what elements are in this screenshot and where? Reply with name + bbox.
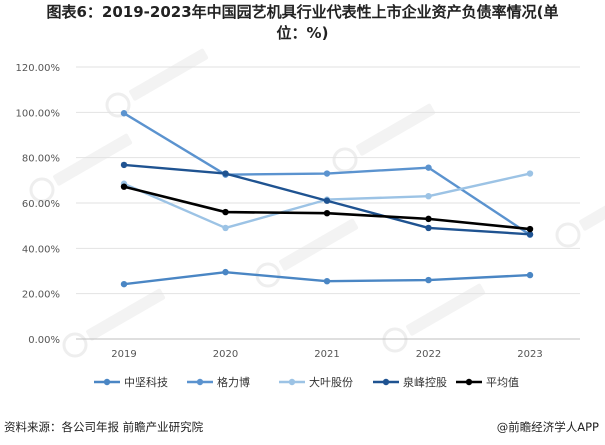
x-tick-label-2021: 2021 <box>314 349 339 360</box>
data-point-1-2021 <box>323 170 331 177</box>
watermark-logo-5 <box>62 332 88 358</box>
data-point-1-2019 <box>120 110 128 117</box>
data-point-4-2021 <box>323 210 331 217</box>
series-line-4 <box>123 185 531 231</box>
data-point-2-2020 <box>222 224 229 232</box>
data-point-3-2020 <box>222 170 229 177</box>
watermark-band-6 <box>406 283 486 336</box>
data-point-1-2022 <box>425 164 432 171</box>
y-tick-label-4: 80.00% <box>22 154 60 165</box>
watermark-band-4 <box>579 178 605 231</box>
watermark-band-2 <box>356 103 436 156</box>
series-lines <box>120 110 534 288</box>
data-point-4-2019 <box>120 183 128 190</box>
watermark-band-0 <box>129 48 209 101</box>
data-point-0-2021 <box>323 278 331 285</box>
watermarks <box>29 48 605 358</box>
y-tick-label-2: 40.00% <box>22 244 60 255</box>
x-axis-tick-labels: 2019 2020 2021 2022 2023 <box>111 349 542 360</box>
x-tick-label-2020: 2020 <box>213 349 238 360</box>
legend-marker-4 <box>465 378 473 386</box>
x-tick-label-2023: 2023 <box>517 349 542 360</box>
chart-title-line-1: 图表6：2019-2023年中国园艺机具行业代表性上市企业资产负债率情况(单 <box>46 3 559 21</box>
y-tick-label-6: 120.00% <box>16 63 61 74</box>
legend-label-2: 大叶股份 <box>309 375 353 389</box>
data-point-3-2022 <box>425 224 432 232</box>
watermark-logo-2 <box>332 147 358 173</box>
legend-label-0: 中坚科技 <box>124 375 168 389</box>
data-point-3-2023 <box>526 231 534 238</box>
watermark-logo-3 <box>29 177 55 203</box>
brand-credit: @前瞻经济学人APP <box>496 420 599 434</box>
y-tick-label-0: 0.00% <box>28 335 60 346</box>
data-point-4-2022 <box>425 215 432 223</box>
data-point-3-2019 <box>120 161 128 169</box>
y-axis-tick-labels: 0.00% 20.00% 40.00% 60.00% 80.00% 100.00% 120.… <box>16 63 61 346</box>
watermark-logo-0 <box>105 92 131 118</box>
legend-marker-3 <box>382 378 390 386</box>
data-point-3-2021 <box>323 197 331 204</box>
x-tick-label-2022: 2022 <box>416 349 441 360</box>
watermark-logo-4 <box>555 222 581 248</box>
data-point-0-2020 <box>222 268 229 276</box>
watermark-logo-6 <box>382 327 408 353</box>
data-point-0-2022 <box>425 276 432 284</box>
legend-marker-1 <box>196 378 204 386</box>
legend-marker-0 <box>103 378 111 386</box>
chart-title: 图表6：2019-2023年中国园艺机具行业代表性上市企业资产负债率情况(单 位… <box>0 2 605 44</box>
legend-label-1: 格力博 <box>217 375 250 389</box>
source-note: 资料来源：各公司年报 前瞻产业研究院 <box>4 420 204 434</box>
data-point-4-2020 <box>222 208 229 216</box>
legend-marker-2 <box>288 378 296 386</box>
y-tick-label-5: 100.00% <box>16 108 61 119</box>
watermark-band-5 <box>86 288 166 341</box>
data-point-0-2023 <box>526 271 534 279</box>
y-tick-label-3: 60.00% <box>22 199 60 210</box>
x-tick-label-2019: 2019 <box>111 349 136 360</box>
data-point-2-2023 <box>526 170 534 177</box>
chart-title-line-2: 位：%) <box>276 24 329 42</box>
legend: 中坚科技 格力博 大叶股份 泉峰控股 平均值 <box>94 375 519 389</box>
gridlines <box>76 66 580 340</box>
data-point-4-2023 <box>526 225 534 233</box>
watermark-band-1 <box>279 218 359 271</box>
watermark-band-3 <box>53 133 133 186</box>
legend-label-3: 泉峰控股 <box>403 375 447 389</box>
legend-label-4: 平均值 <box>486 376 519 389</box>
y-tick-label-1: 20.00% <box>22 290 60 301</box>
data-point-0-2019 <box>120 280 128 288</box>
data-point-2-2022 <box>425 193 432 200</box>
